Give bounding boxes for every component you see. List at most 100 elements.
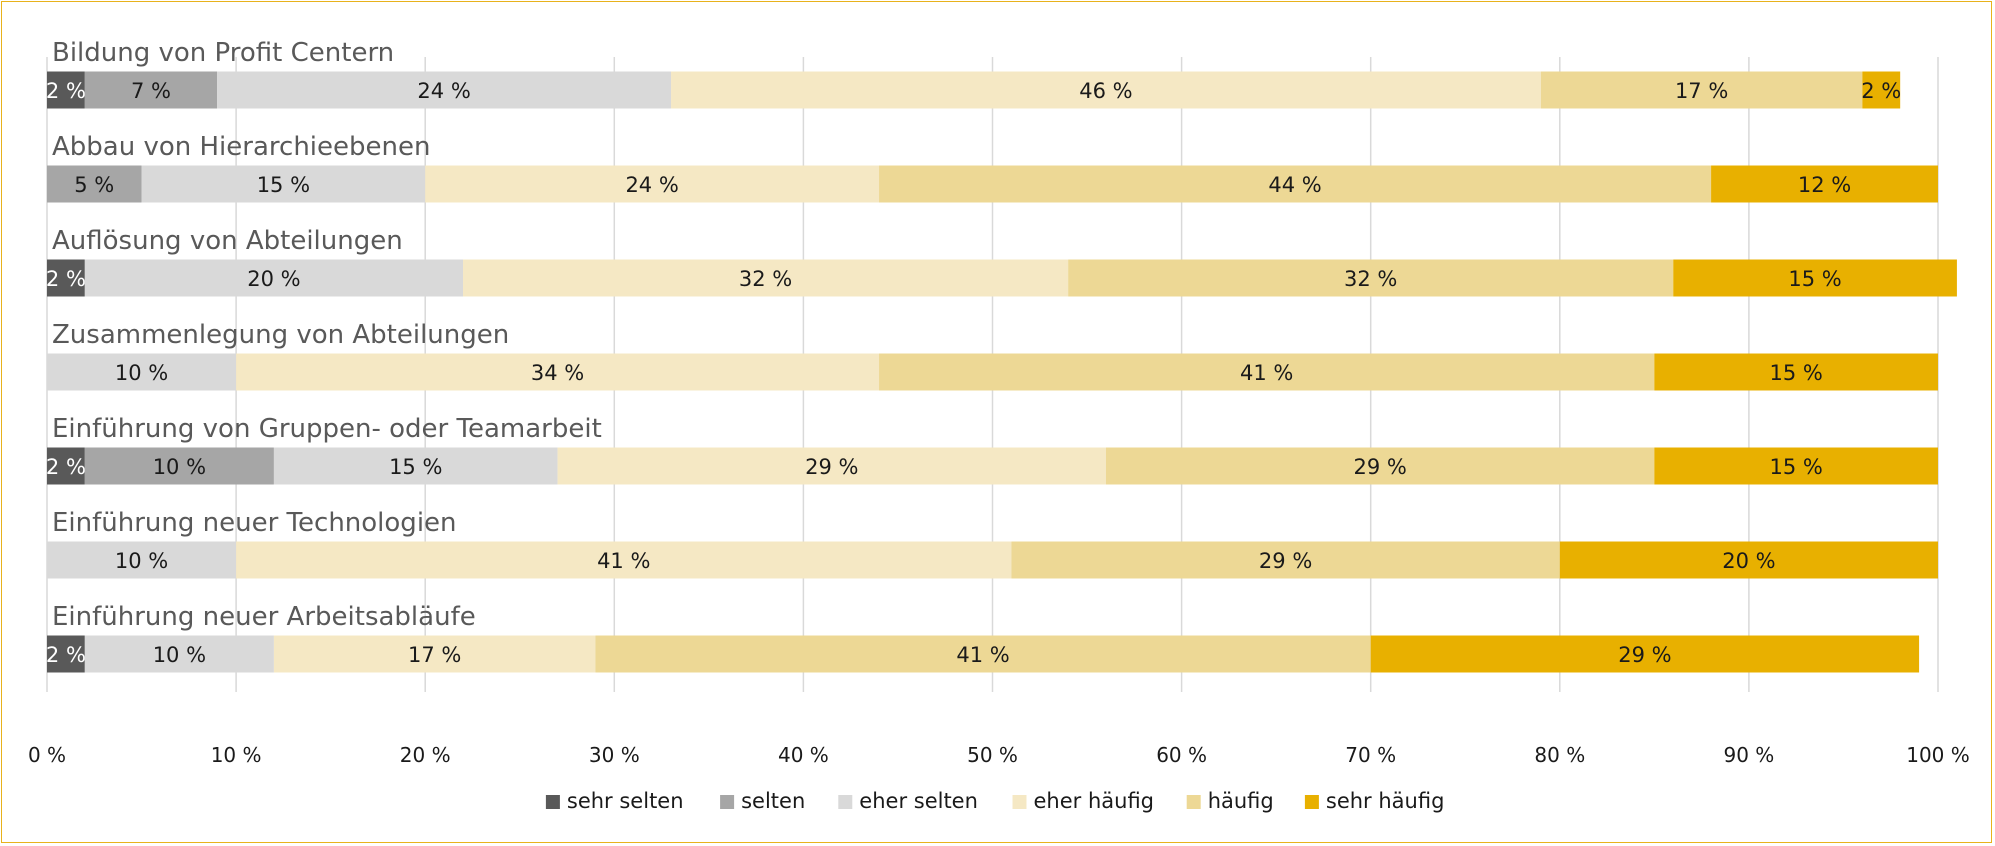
data-label: 12 % bbox=[1798, 173, 1851, 197]
bar-segment bbox=[84, 259, 464, 297]
data-label: 10 % bbox=[153, 643, 206, 667]
legend-swatch bbox=[720, 795, 735, 809]
x-tick-label: 40 % bbox=[778, 743, 829, 767]
x-tick-label: 60 % bbox=[1156, 743, 1207, 767]
x-tick-label: 100 % bbox=[1906, 743, 1970, 767]
bar-segment bbox=[47, 541, 237, 579]
data-label: 2 % bbox=[46, 267, 86, 291]
bar-segment bbox=[1654, 447, 1938, 485]
data-label: 29 % bbox=[1259, 549, 1312, 573]
bar-segment bbox=[47, 71, 85, 109]
bar-segment bbox=[217, 71, 672, 109]
data-label: 15 % bbox=[1788, 267, 1841, 291]
data-label: 24 % bbox=[417, 79, 470, 103]
data-label: 17 % bbox=[1675, 79, 1728, 103]
legend-swatch bbox=[1012, 795, 1027, 809]
legend-label: eher selten bbox=[859, 789, 978, 813]
data-label: 41 % bbox=[956, 643, 1009, 667]
bar-segment bbox=[1559, 541, 1938, 579]
data-label: 32 % bbox=[1344, 267, 1397, 291]
category-label: Einführung neuer Technologien bbox=[52, 508, 457, 538]
data-label: 2 % bbox=[1861, 79, 1901, 103]
bar-segment bbox=[236, 541, 1012, 579]
bar-segment bbox=[1370, 635, 1920, 673]
bar-segment bbox=[47, 165, 142, 203]
legend: sehr selten selten eher selten eher häufig h… bbox=[545, 789, 1445, 813]
data-label: 41 % bbox=[597, 549, 650, 573]
data-label: 41 % bbox=[1240, 361, 1293, 385]
bar-segment bbox=[47, 353, 237, 391]
x-tick-label: 20 % bbox=[400, 743, 451, 767]
category-labels: Bildung von Profit Centern Abbau von Hier… bbox=[52, 38, 602, 632]
data-label: 15 % bbox=[1769, 361, 1822, 385]
bars: 2 % 7 % 24 % 46 % 17 % 2 % 5 % 15 % 24 % 44 % 12 %… bbox=[46, 71, 1957, 673]
category-label: Zusammenlegung von Abteilungen bbox=[52, 320, 509, 350]
data-label: 44 % bbox=[1268, 173, 1321, 197]
bar-segment bbox=[1068, 259, 1674, 297]
bar-segment bbox=[1540, 71, 1863, 109]
bar-segment bbox=[1711, 165, 1938, 203]
bar-segment bbox=[273, 635, 596, 673]
data-label: 29 % bbox=[1353, 455, 1406, 479]
bar-segment bbox=[1105, 447, 1655, 485]
x-tick-label: 10 % bbox=[211, 743, 262, 767]
bar-segment bbox=[463, 259, 1069, 297]
data-label: 46 % bbox=[1079, 79, 1132, 103]
bar-segment bbox=[1011, 541, 1560, 579]
x-tick-label: 80 % bbox=[1534, 743, 1585, 767]
bar-segment bbox=[47, 447, 85, 485]
legend-label: häufig bbox=[1208, 789, 1274, 813]
data-label: 20 % bbox=[1722, 549, 1775, 573]
data-label: 5 % bbox=[74, 173, 114, 197]
bar-segment bbox=[595, 635, 1371, 673]
bar-segment bbox=[47, 635, 85, 673]
category-label: Einführung neuer Arbeitsabläufe bbox=[52, 602, 476, 632]
bar-segment bbox=[84, 71, 218, 109]
data-label: 10 % bbox=[153, 455, 206, 479]
data-label: 20 % bbox=[247, 267, 300, 291]
legend-label: sehr selten bbox=[567, 789, 684, 813]
legend-swatch bbox=[545, 795, 560, 809]
bar-segment bbox=[1862, 71, 1901, 109]
bar-segment bbox=[1654, 353, 1938, 391]
category-label: Abbau von Hierarchieebenen bbox=[52, 132, 430, 162]
category-label: Bildung von Profit Centern bbox=[52, 38, 394, 68]
data-label: 29 % bbox=[805, 455, 858, 479]
bar-segment bbox=[84, 635, 274, 673]
bar-segment bbox=[141, 165, 426, 203]
legend-swatch bbox=[1304, 795, 1319, 809]
data-label: 29 % bbox=[1618, 643, 1671, 667]
bar-segment bbox=[879, 353, 1655, 391]
bar-segment bbox=[671, 71, 1541, 109]
data-label: 7 % bbox=[131, 79, 171, 103]
data-label: 2 % bbox=[46, 643, 86, 667]
data-label: 15 % bbox=[389, 455, 442, 479]
legend-label: eher häufig bbox=[1034, 789, 1155, 813]
data-label: 15 % bbox=[257, 173, 310, 197]
bar-segment bbox=[557, 447, 1106, 485]
x-tick-label: 50 % bbox=[967, 743, 1018, 767]
legend-swatch bbox=[1186, 795, 1201, 809]
x-tick-label: 70 % bbox=[1345, 743, 1396, 767]
data-label: 10 % bbox=[115, 361, 168, 385]
x-tick-label: 30 % bbox=[589, 743, 640, 767]
data-label: 17 % bbox=[408, 643, 461, 667]
legend-label: sehr häufig bbox=[1326, 789, 1445, 813]
bar-segment bbox=[273, 447, 558, 485]
x-axis-ticks: 0 % 10 % 20 % 30 % 40 % 50 % 60 % 70 % 80 % 90 % 1… bbox=[28, 743, 1970, 767]
data-label: 10 % bbox=[115, 549, 168, 573]
category-label: Auflösung von Abteilungen bbox=[52, 226, 403, 256]
category-label: Einführung von Gruppen- oder Teamarbeit bbox=[52, 414, 602, 444]
data-label: 15 % bbox=[1769, 455, 1822, 479]
bar-segment bbox=[1673, 259, 1957, 297]
data-label: 24 % bbox=[625, 173, 678, 197]
bar-segment bbox=[47, 259, 85, 297]
bar-segment bbox=[84, 447, 274, 485]
data-label: 32 % bbox=[739, 267, 792, 291]
x-tick-label: 90 % bbox=[1723, 743, 1774, 767]
bar-segment bbox=[879, 165, 1712, 203]
bar-segment bbox=[236, 353, 880, 391]
bar-segment bbox=[425, 165, 880, 203]
data-label: 2 % bbox=[46, 455, 86, 479]
